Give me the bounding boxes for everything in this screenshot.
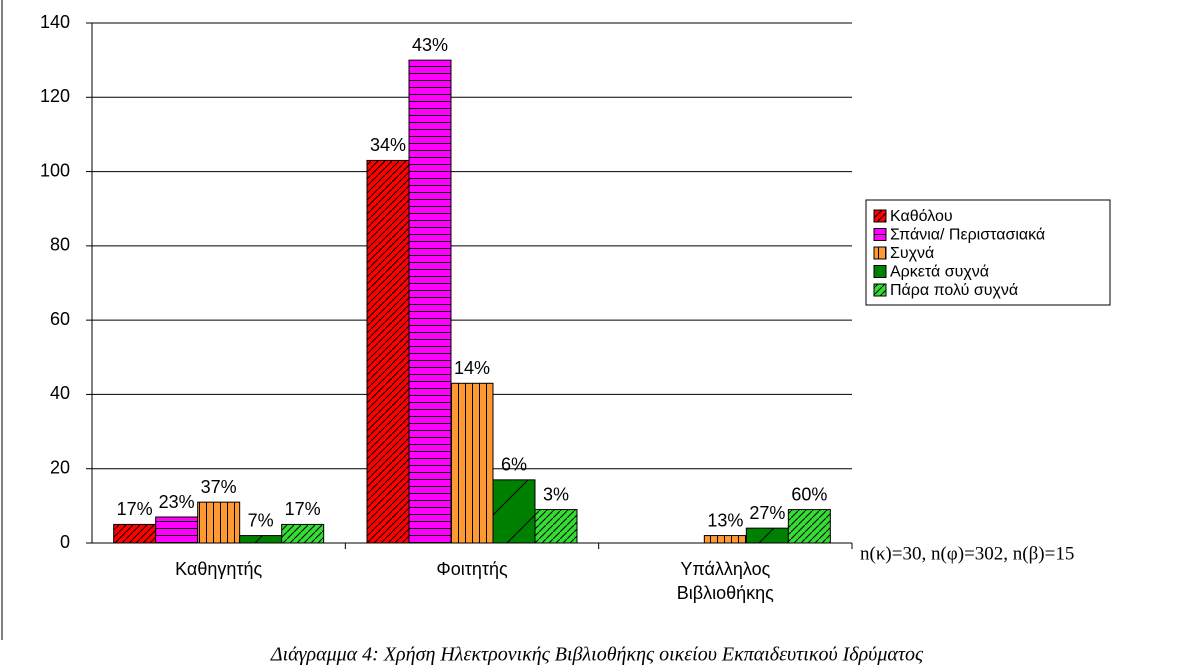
legend-swatch [873,228,887,241]
value-label: 43% [412,35,448,55]
legend-label: Συχνά [890,245,934,262]
y-tick-label: 140 [40,12,70,32]
x-tick-label: Υπάλληλος Βιβλιοθήκης [676,559,774,603]
y-tick-label: 0 [60,532,70,552]
legend-swatch [873,246,887,260]
x-tick-label: Καθηγητής [175,559,263,579]
value-label: 6% [501,455,527,475]
value-label: 60% [791,484,827,504]
y-tick-label: 120 [40,86,70,106]
legend-label: Πάρα πολύ συχνά [890,282,1018,299]
legend-swatch [873,283,887,297]
value-label: 37% [201,477,237,497]
legend-label: Αρκετά συχνά [890,264,989,281]
value-label: 27% [749,503,785,523]
bar [450,382,494,544]
bar [281,523,325,544]
bar [155,516,199,544]
y-tick-label: 80 [50,235,70,255]
legend-swatch [873,209,887,223]
y-tick-label: 20 [50,457,70,477]
bar [492,479,536,544]
bar [239,535,283,544]
caption: Διάγραμμα 4: Χρήση Ηλεκτρονικής Βιβλιοθή… [270,644,924,666]
legend-label: Καθόλου [890,208,953,225]
legend-box [865,199,1111,306]
bar [408,59,452,544]
value-label: 13% [707,510,743,530]
legend-label: Σπάνια/ Περιστασιακά [890,227,1045,244]
value-label: 7% [248,510,274,530]
value-label: 3% [543,484,569,504]
bar [703,535,747,544]
bar [197,501,241,544]
value-label: 17% [285,499,321,519]
x-tick-label: Φοιτητής [436,559,508,579]
bar [745,527,789,544]
bar [787,509,831,544]
value-label: 17% [117,499,153,519]
bar [534,509,578,544]
bar [366,159,410,544]
value-label: 14% [454,358,490,378]
annotation: n(κ)=30, n(φ)=302, n(β)=15 [860,543,1074,564]
bar [113,523,157,544]
value-label: 23% [159,492,195,512]
legend-swatch [873,265,887,278]
y-tick-label: 40 [50,383,70,403]
value-label: 34% [370,135,406,155]
y-tick-label: 60 [50,309,70,329]
y-tick-label: 100 [40,160,70,180]
